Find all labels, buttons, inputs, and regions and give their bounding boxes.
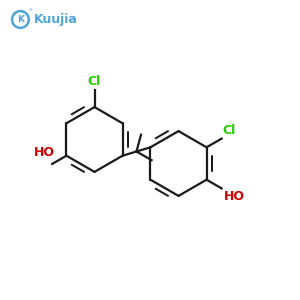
Text: HO: HO — [224, 190, 244, 202]
Text: °: ° — [28, 10, 31, 16]
Text: HO: HO — [34, 146, 55, 159]
Text: Kuujia: Kuujia — [34, 13, 78, 26]
Text: K: K — [17, 15, 24, 24]
Text: Cl: Cl — [223, 124, 236, 137]
Text: Cl: Cl — [88, 76, 101, 88]
